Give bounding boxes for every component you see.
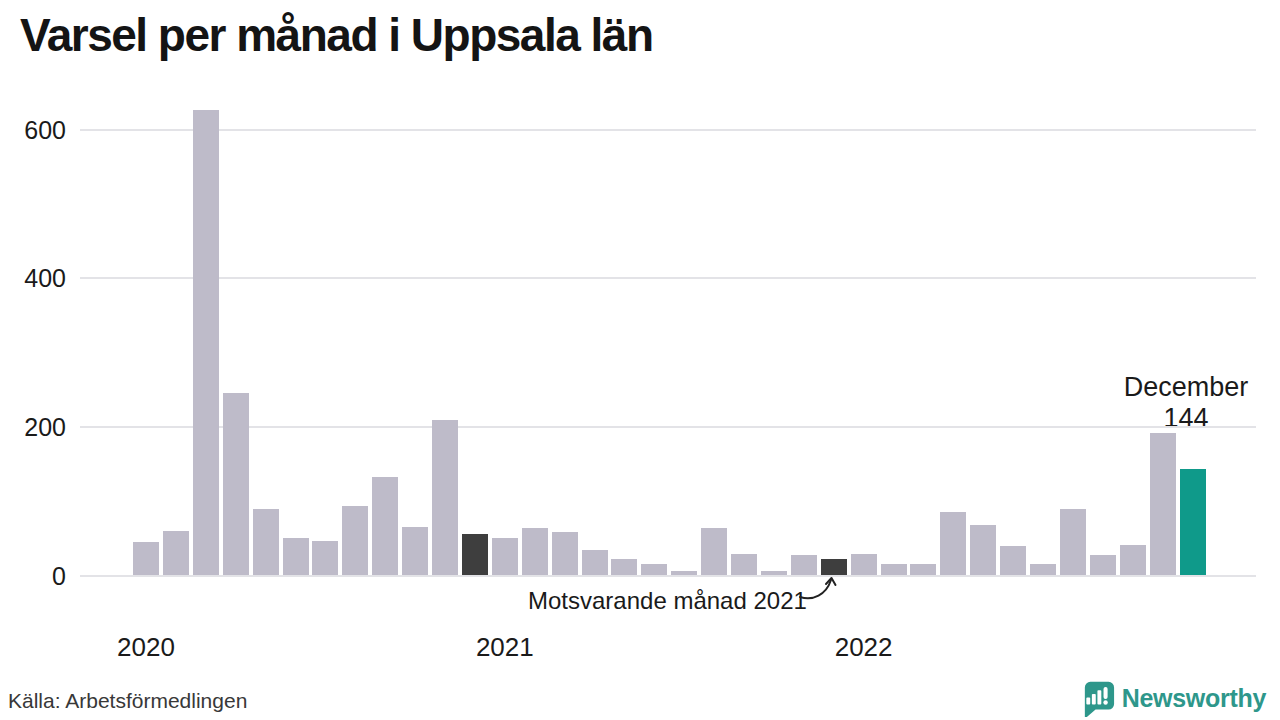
bar-2020-05[interactable] [253, 509, 279, 576]
bar-2022-04[interactable] [940, 512, 966, 575]
bar-2021-03[interactable] [552, 532, 578, 576]
bar-2020-09[interactable] [372, 477, 398, 576]
bar-2022-09[interactable] [1090, 555, 1116, 576]
y-axis-tick-0: 0 [0, 561, 66, 591]
annotation-current-month: December 144 [1106, 372, 1266, 434]
bar-2021-10[interactable] [761, 571, 787, 575]
bar-2021-05[interactable] [611, 559, 637, 575]
gridline-200 [80, 426, 1256, 428]
bar-2022-05[interactable] [970, 525, 996, 576]
source-label: Källa: Arbetsförmedlingen [8, 689, 247, 713]
bar-2021-08[interactable] [701, 528, 727, 576]
annotation-comparison-label: Motsvarande månad 2021 [528, 587, 807, 615]
chart-figure: Varsel per månad i Uppsala län December … [0, 0, 1280, 720]
gridline-400 [80, 277, 1256, 279]
bar-2021-11[interactable] [791, 555, 817, 575]
bar-2022-10[interactable] [1120, 545, 1146, 575]
newsworthy-logo[interactable]: Newsworthy [1078, 680, 1266, 717]
bar-chart: December 144 Motsvarande månad 2021 0 200… [0, 0, 1280, 720]
x-axis-year-2021: 2021 [445, 632, 565, 663]
bar-2021-12[interactable] [821, 559, 847, 575]
newsworthy-logo-text: Newsworthy [1122, 684, 1266, 713]
bar-2022-02[interactable] [881, 564, 907, 575]
annotation-current-month-value: 144 [1106, 403, 1266, 434]
bar-2020-03[interactable] [193, 110, 219, 576]
bar-2022-12[interactable] [1180, 469, 1206, 576]
bar-2022-01[interactable] [851, 554, 877, 576]
bar-2021-04[interactable] [582, 550, 608, 575]
bar-2021-02[interactable] [522, 528, 548, 576]
y-axis-tick-200: 200 [0, 412, 66, 442]
gridline-600 [80, 129, 1256, 131]
newsworthy-logo-icon [1078, 680, 1115, 717]
x-axis-year-2020: 2020 [86, 632, 206, 663]
bar-2020-11[interactable] [432, 420, 458, 575]
bar-2020-01[interactable] [133, 542, 159, 575]
bar-2022-03[interactable] [910, 564, 936, 575]
annotation-current-month-label: December [1106, 372, 1266, 403]
bar-2020-04[interactable] [223, 393, 249, 576]
bar-2020-07[interactable] [312, 541, 338, 575]
bar-2022-08[interactable] [1060, 509, 1086, 576]
bar-2022-07[interactable] [1030, 564, 1056, 576]
bar-2020-02[interactable] [163, 531, 189, 576]
bar-2022-11[interactable] [1150, 433, 1176, 576]
bar-2022-06[interactable] [1000, 546, 1026, 576]
bar-2021-06[interactable] [641, 564, 667, 575]
bar-2020-10[interactable] [402, 527, 428, 575]
bar-2021-07[interactable] [671, 571, 697, 575]
bar-2021-01[interactable] [492, 538, 518, 575]
bar-2020-08[interactable] [342, 506, 368, 575]
bar-2020-06[interactable] [283, 538, 309, 576]
y-axis-tick-400: 400 [0, 263, 66, 293]
x-axis-year-2022: 2022 [804, 632, 924, 663]
y-axis-tick-600: 600 [0, 115, 66, 145]
bar-2021-09[interactable] [731, 554, 757, 576]
bar-2020-12[interactable] [462, 534, 488, 576]
